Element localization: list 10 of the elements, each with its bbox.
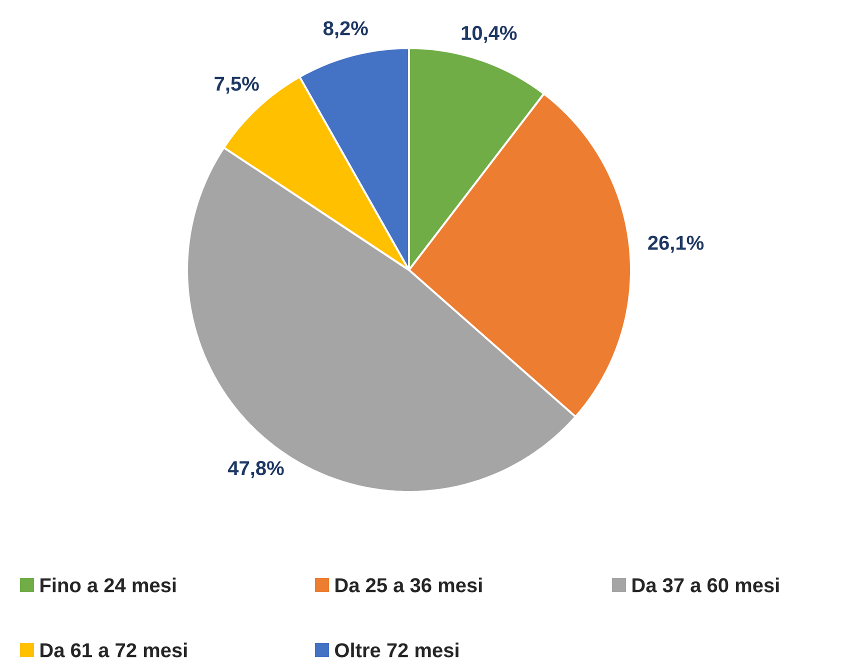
legend-label: Da 37 a 60 mesi	[632, 578, 779, 592]
legend-label: Oltre 72 mesi	[335, 642, 458, 658]
legend-label: Da 61 a 72 mesi	[40, 642, 187, 658]
legend-label: Fino a 24 mesi	[40, 578, 176, 592]
data-label: 8,2%	[323, 21, 368, 38]
data-label: 10,4%	[462, 26, 517, 43]
data-label: 26,1%	[648, 236, 704, 253]
legend-label: Da 25 a 36 mesi	[336, 578, 482, 592]
data-label: 47,8%	[228, 461, 284, 478]
data-label: 7,5%	[214, 76, 259, 94]
